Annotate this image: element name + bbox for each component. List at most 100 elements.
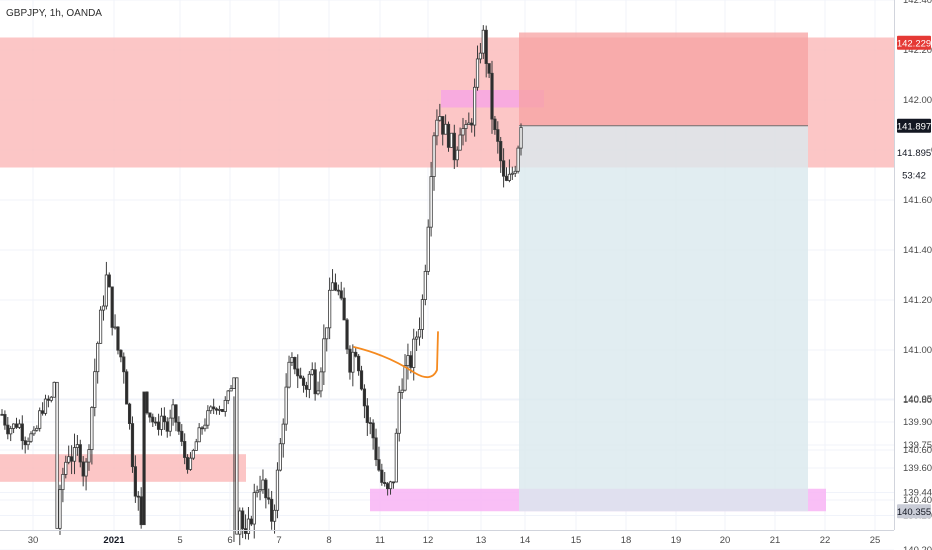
candle-body [145, 391, 149, 414]
price-label-box [897, 168, 931, 182]
candle-body [426, 226, 430, 272]
candle-body [290, 357, 294, 363]
candle-body [35, 427, 39, 431]
candle-body [43, 398, 48, 414]
candles-layer [0, 25, 523, 546]
candle-body [490, 72, 494, 120]
x-tick-label: 6 [227, 535, 232, 546]
candle-body [296, 368, 300, 377]
x-tick-label: 22 [820, 535, 831, 546]
candle-body [403, 365, 407, 391]
position-tool[interactable] [519, 32, 808, 512]
candle-body [229, 388, 233, 392]
price-label-box [897, 118, 931, 133]
candle-body [519, 127, 523, 149]
candle-body [165, 421, 169, 432]
candle-body [241, 510, 245, 530]
y-tick-label: 141.000 [903, 345, 932, 356]
candle-body [214, 408, 219, 411]
y-tick-label: 139.750 [903, 440, 932, 451]
price-label-box [897, 504, 931, 519]
candle-body [374, 437, 378, 461]
candle-body [113, 326, 117, 329]
candle-body [388, 481, 393, 490]
candle-body [183, 441, 187, 458]
candle-body [261, 479, 265, 491]
candle-body [423, 271, 427, 300]
candle-body [412, 338, 416, 368]
y-tick-label: 140.400 [903, 495, 932, 506]
candle-body [64, 461, 68, 475]
candle-body [171, 404, 175, 419]
stop-loss-area[interactable] [519, 32, 808, 126]
candle-body [139, 496, 143, 526]
candle-body [127, 403, 132, 424]
candle-body [96, 342, 100, 373]
candle-body [319, 371, 323, 392]
candle-body [238, 510, 242, 535]
candle-body [156, 421, 161, 430]
candle-body [110, 286, 114, 328]
x-tick-label: 19 [671, 535, 682, 546]
candle-body [32, 429, 36, 435]
candle-body [467, 122, 471, 125]
candle-body [357, 355, 361, 372]
candle-body [284, 386, 288, 425]
y-tick-label: 140.600 [903, 445, 932, 456]
candle-body [461, 128, 465, 136]
candle-body [504, 175, 509, 181]
candle-body [11, 423, 16, 429]
candle-body [438, 116, 442, 121]
candle-body [58, 489, 62, 529]
x-tick-label: 14 [520, 535, 531, 546]
candle-body [133, 466, 137, 497]
symbol-header: GBPJPY, 1h, OANDA [6, 8, 102, 19]
candle-body [316, 390, 320, 395]
x-tick-label: 25 [870, 535, 881, 546]
demand-zone[interactable] [0, 454, 246, 482]
y-axis[interactable]: 142.600142.400142.200142.000141.800141.6… [903, 0, 932, 550]
candle-body [383, 482, 387, 484]
take-profit-area[interactable] [519, 125, 808, 512]
candle-body [351, 351, 355, 373]
candle-body [188, 457, 193, 470]
candle-body [342, 297, 346, 321]
x-tick-label: 8 [326, 535, 331, 546]
candle-body [90, 407, 94, 451]
candle-body [377, 459, 381, 471]
candle-body [478, 52, 483, 60]
x-tick-label: 20 [720, 535, 731, 546]
candle-body [458, 134, 462, 151]
x-tick-label: 11 [375, 535, 385, 546]
candle-body [206, 410, 210, 426]
x-tick-label: 30 [28, 535, 39, 546]
candle-body [217, 409, 222, 411]
candle-body [417, 329, 422, 338]
candle-body [365, 405, 369, 423]
candle-body [84, 461, 88, 477]
y-tick-label: 142.200 [903, 45, 932, 56]
x-axis[interactable]: 30 2021 5 6 7 8 11 12 13 14 15 18 19 20 21 22 25 [28, 535, 881, 546]
candle-body [52, 381, 56, 398]
candle-body [162, 415, 166, 423]
candle-body [470, 122, 474, 126]
candle-body [177, 421, 181, 432]
y-tick-label: 139.900 [903, 417, 932, 428]
candle-body [46, 398, 50, 401]
candle-body [507, 173, 512, 181]
candle-body [270, 498, 274, 522]
freehand-drawing[interactable] [353, 331, 439, 379]
candle-body [362, 388, 367, 407]
x-tick-label: 13 [476, 535, 487, 546]
x-tick-label: 15 [571, 535, 582, 546]
candle-body [345, 319, 349, 350]
candle-body [0, 413, 4, 416]
candle-body [104, 274, 108, 307]
candle-body [304, 385, 309, 390]
candle-body [26, 440, 30, 446]
candle-body [136, 495, 140, 498]
candle-body [400, 389, 404, 393]
price-label: 53:42 [902, 171, 926, 182]
candle-body [322, 338, 326, 373]
